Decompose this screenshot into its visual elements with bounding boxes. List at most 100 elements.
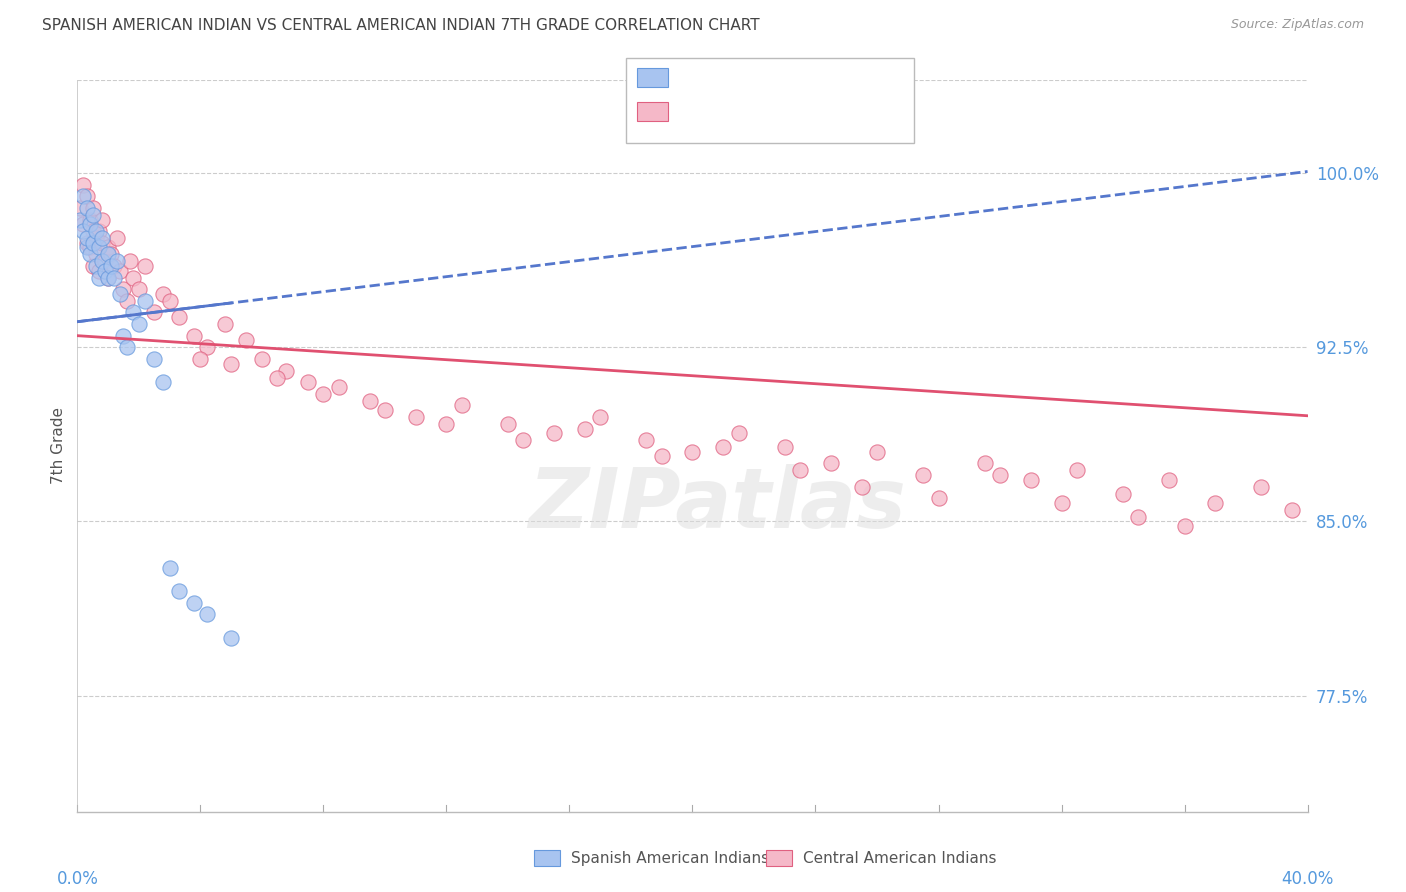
Point: [636, 433, 658, 447]
Point: [115, 340, 138, 354]
Text: Spanish American Indians: Spanish American Indians: [571, 851, 769, 865]
Point: [134, 259, 156, 273]
Point: [1281, 503, 1303, 517]
Point: [682, 445, 704, 459]
Text: R = -0.249   N = 79: R = -0.249 N = 79: [679, 104, 830, 119]
Point: [90, 212, 114, 227]
Point: [214, 317, 236, 331]
Point: [276, 363, 298, 377]
Point: [69, 201, 91, 215]
Point: [450, 398, 472, 412]
Point: [87, 224, 110, 238]
Point: [1066, 463, 1088, 477]
Point: [79, 247, 101, 261]
Point: [103, 270, 125, 285]
Point: [90, 235, 114, 250]
Point: [789, 463, 811, 477]
Point: [851, 480, 873, 494]
Point: [988, 468, 1011, 483]
Point: [1128, 509, 1150, 524]
Point: [128, 317, 150, 331]
Point: [250, 351, 273, 366]
Point: [574, 421, 596, 435]
Point: [82, 259, 104, 273]
Point: [121, 270, 143, 285]
Point: [183, 328, 205, 343]
Text: Central American Indians: Central American Indians: [803, 851, 997, 865]
Text: 40.0%: 40.0%: [1281, 870, 1334, 888]
Point: [72, 224, 94, 238]
Point: [266, 370, 288, 384]
Point: [143, 351, 166, 366]
Point: [97, 247, 120, 261]
Point: [219, 357, 242, 371]
Point: [1174, 519, 1197, 533]
Point: [589, 409, 612, 424]
Point: [82, 235, 104, 250]
Point: [110, 286, 132, 301]
Text: SPANISH AMERICAN INDIAN VS CENTRAL AMERICAN INDIAN 7TH GRADE CORRELATION CHART: SPANISH AMERICAN INDIAN VS CENTRAL AMERI…: [42, 18, 759, 33]
Point: [195, 607, 218, 622]
Point: [143, 305, 166, 319]
Point: [866, 445, 889, 459]
Point: [773, 440, 796, 454]
Point: [84, 231, 107, 245]
Point: [79, 212, 101, 227]
Point: [76, 235, 98, 250]
Point: [97, 240, 120, 254]
Text: ZIPatlas: ZIPatlas: [529, 464, 905, 545]
Point: [711, 440, 734, 454]
Point: [512, 433, 534, 447]
Point: [100, 259, 122, 273]
Point: [543, 426, 565, 441]
Point: [912, 468, 935, 483]
Point: [121, 305, 143, 319]
Point: [103, 259, 125, 273]
Point: [76, 201, 98, 215]
Point: [496, 417, 519, 431]
Point: [436, 417, 458, 431]
Point: [112, 328, 135, 343]
Point: [312, 386, 335, 401]
Point: [1112, 486, 1135, 500]
Point: [152, 286, 174, 301]
Point: [1159, 473, 1181, 487]
Point: [651, 450, 673, 464]
Point: [94, 254, 117, 268]
Point: [928, 491, 950, 506]
Point: [87, 270, 110, 285]
Point: [152, 375, 174, 389]
Point: [1204, 496, 1226, 510]
Point: [167, 310, 190, 325]
Point: [79, 217, 101, 231]
Point: [118, 254, 141, 268]
Point: [115, 293, 138, 308]
Point: [112, 282, 135, 296]
Point: [90, 231, 114, 245]
Point: [72, 217, 94, 231]
Point: [297, 375, 319, 389]
Point: [727, 426, 749, 441]
Point: [110, 263, 132, 277]
Point: [69, 212, 91, 227]
Point: [94, 263, 117, 277]
Point: [82, 224, 104, 238]
Point: [84, 259, 107, 273]
Point: [359, 393, 381, 408]
Point: [105, 231, 128, 245]
Point: [82, 201, 104, 215]
Point: [820, 457, 842, 471]
Point: [76, 240, 98, 254]
Point: [219, 631, 242, 645]
Point: [90, 254, 114, 268]
Point: [134, 293, 156, 308]
Point: [973, 457, 995, 471]
Point: [167, 584, 190, 599]
Point: [328, 380, 350, 394]
Point: [195, 340, 218, 354]
Point: [79, 240, 101, 254]
Point: [72, 178, 94, 192]
Y-axis label: 7th Grade: 7th Grade: [51, 408, 66, 484]
Point: [1019, 473, 1042, 487]
Point: [82, 208, 104, 222]
